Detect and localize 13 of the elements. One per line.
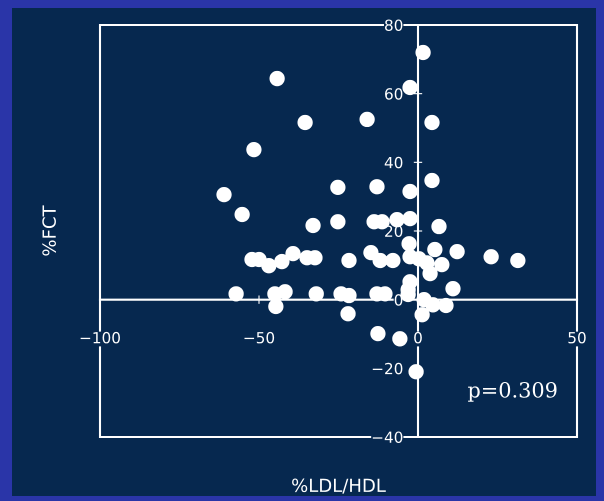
- x-tick-label: 0: [414, 332, 422, 344]
- y-tick-label: 80: [385, 19, 402, 32]
- y-tick-label: 40: [384, 156, 402, 168]
- y-tick-label: 60: [385, 88, 402, 100]
- x-tick-label: 50: [568, 332, 586, 344]
- y-axis-title: %FCT: [42, 205, 56, 256]
- y-tick-label: 0: [394, 294, 402, 306]
- annotation: p=0.309: [468, 382, 557, 402]
- x-tick-label: −50: [244, 332, 274, 344]
- y-tick-label: −20: [372, 362, 402, 374]
- x-tick-label: −100: [80, 332, 120, 344]
- x-axis-title: %LDL/HDL: [292, 478, 386, 494]
- y-tick-label: −40: [372, 431, 402, 444]
